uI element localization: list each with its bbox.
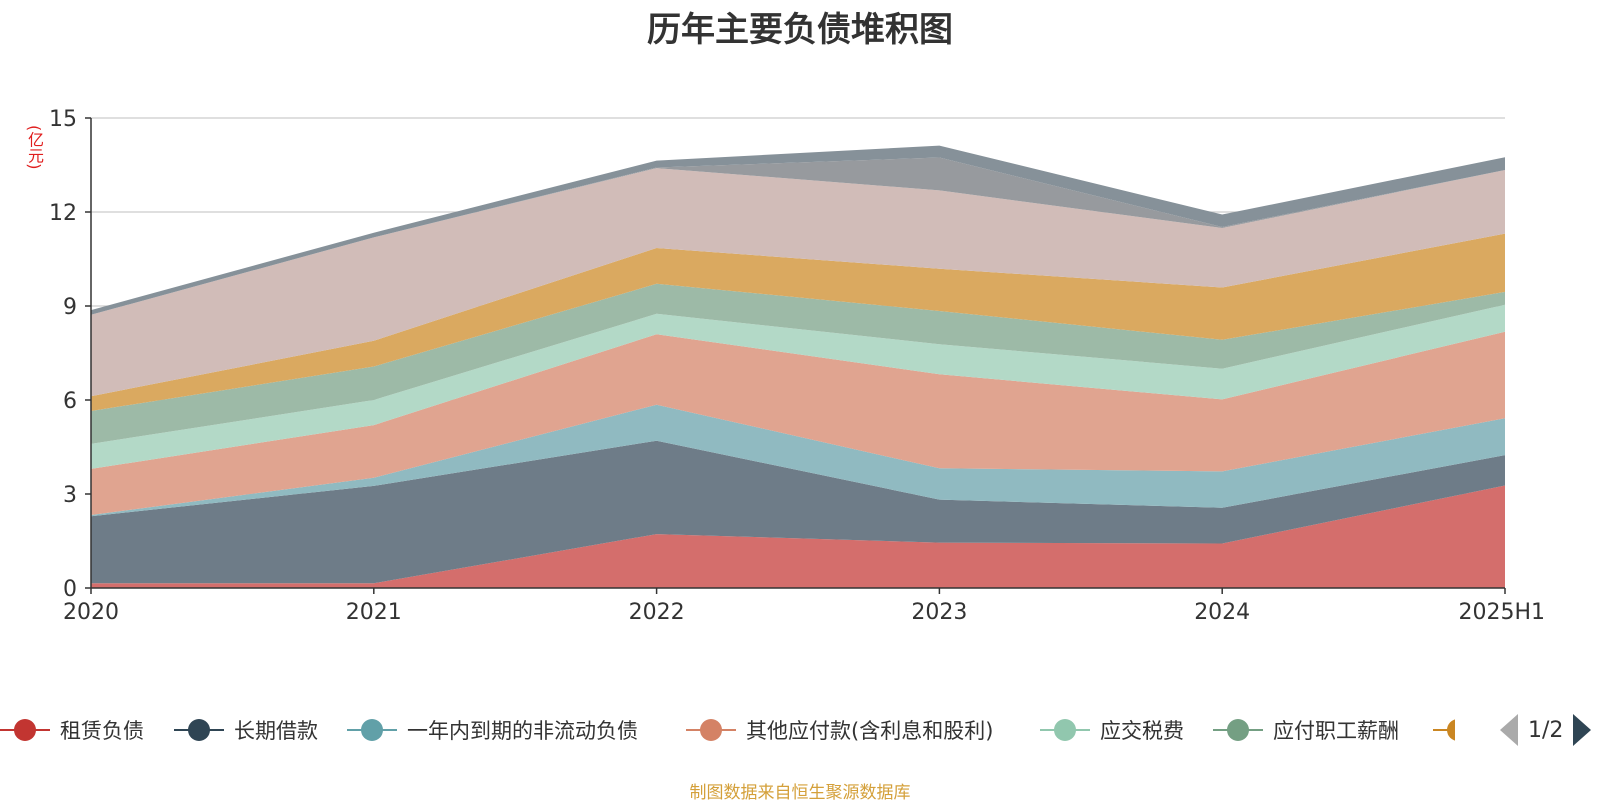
y-axis-unit: (亿元) [25, 124, 44, 170]
x-tick-label-5: 2025H1 [1458, 600, 1545, 625]
area-series-6[interactable] [91, 283, 1505, 444]
legend-marker-dot [1447, 719, 1455, 741]
legend-item-3[interactable]: 一年内到期的非流动负债 [347, 712, 638, 748]
area-series-5[interactable] [91, 304, 1505, 469]
legend-marker-icon [1040, 712, 1090, 748]
y-tick-label-0: 0 [63, 577, 77, 602]
legend-label: 长期借款 [234, 719, 318, 743]
legend-item-7[interactable] [1433, 712, 1455, 748]
x-tick-label-4: 2024 [1194, 600, 1250, 625]
legend-marker-dot [14, 719, 36, 741]
legend-marker-dot [188, 719, 210, 741]
legend-marker-dot [700, 719, 722, 741]
legend-next-page-icon[interactable] [1573, 714, 1592, 746]
x-tick-label-1: 2021 [346, 600, 402, 625]
legend-item-4[interactable]: 其他应付款(含利息和股利) [686, 712, 993, 748]
legend-item-5[interactable]: 应交税费 [1040, 712, 1184, 748]
y-tick-label-5: 15 [49, 107, 77, 132]
stacked-area-chart: 0 3 6 9 12 15 2020 2021 2022 2023 2024 2025H1 [49, 107, 1545, 625]
area-series-4[interactable] [91, 331, 1505, 515]
legend-marker-line [1433, 729, 1455, 731]
area-series-7[interactable] [91, 233, 1505, 411]
y-tick-label-2: 6 [63, 389, 77, 414]
legend-marker-dot [1054, 719, 1076, 741]
legend-marker-icon [1213, 712, 1263, 748]
x-tick-label-0: 2020 [63, 600, 119, 625]
legend-marker-icon [1433, 712, 1455, 748]
legend-item-1[interactable]: 租赁负债 [0, 712, 144, 748]
y-tick-label-1: 3 [63, 483, 77, 508]
legend-label: 租赁负债 [60, 719, 144, 743]
legend-item-2[interactable]: 长期借款 [174, 712, 318, 748]
axes: 0 3 6 9 12 15 2020 2021 2022 2023 2024 2025H1 [49, 107, 1545, 625]
legend-marker-icon [347, 712, 397, 748]
chart-title: 历年主要负债堆积图 [647, 10, 953, 50]
y-tick-label-3: 9 [63, 295, 77, 320]
y-tick-label-4: 12 [49, 201, 77, 226]
legend-prev-page-icon[interactable] [1500, 714, 1518, 746]
data-source-note: 制图数据来自恒生聚源数据库 [689, 783, 911, 803]
area-series-2[interactable] [91, 440, 1505, 584]
area-series-8[interactable] [91, 168, 1505, 397]
legend-label: 应交税费 [1100, 719, 1184, 743]
legend-label: 一年内到期的非流动负债 [407, 719, 638, 743]
area-series-1[interactable] [91, 485, 1505, 589]
legend-marker-icon [174, 712, 224, 748]
legend-marker-icon [686, 712, 736, 748]
legend: 租赁负债 长期借款 一年内到期的非流动负债 其他应付款(含利息和股利) 应交税费 应付职工… [0, 712, 1600, 748]
area-series-group [91, 145, 1505, 589]
legend-label: 其他应付款(含利息和股利) [746, 719, 994, 743]
legend-marker-dot [361, 719, 383, 741]
legend-page-indicator: 1/2 [1528, 717, 1564, 743]
legend-marker-dot [1227, 719, 1249, 741]
legend-pager: 1/2 [1500, 714, 1592, 746]
legend-label: 应付职工薪酬 [1273, 719, 1399, 743]
x-tick-label-3: 2023 [911, 600, 967, 625]
area-series-3[interactable] [91, 404, 1505, 517]
legend-marker-icon [0, 712, 50, 748]
x-tick-label-2: 2022 [629, 600, 685, 625]
legend-item-6[interactable]: 应付职工薪酬 [1213, 712, 1399, 748]
